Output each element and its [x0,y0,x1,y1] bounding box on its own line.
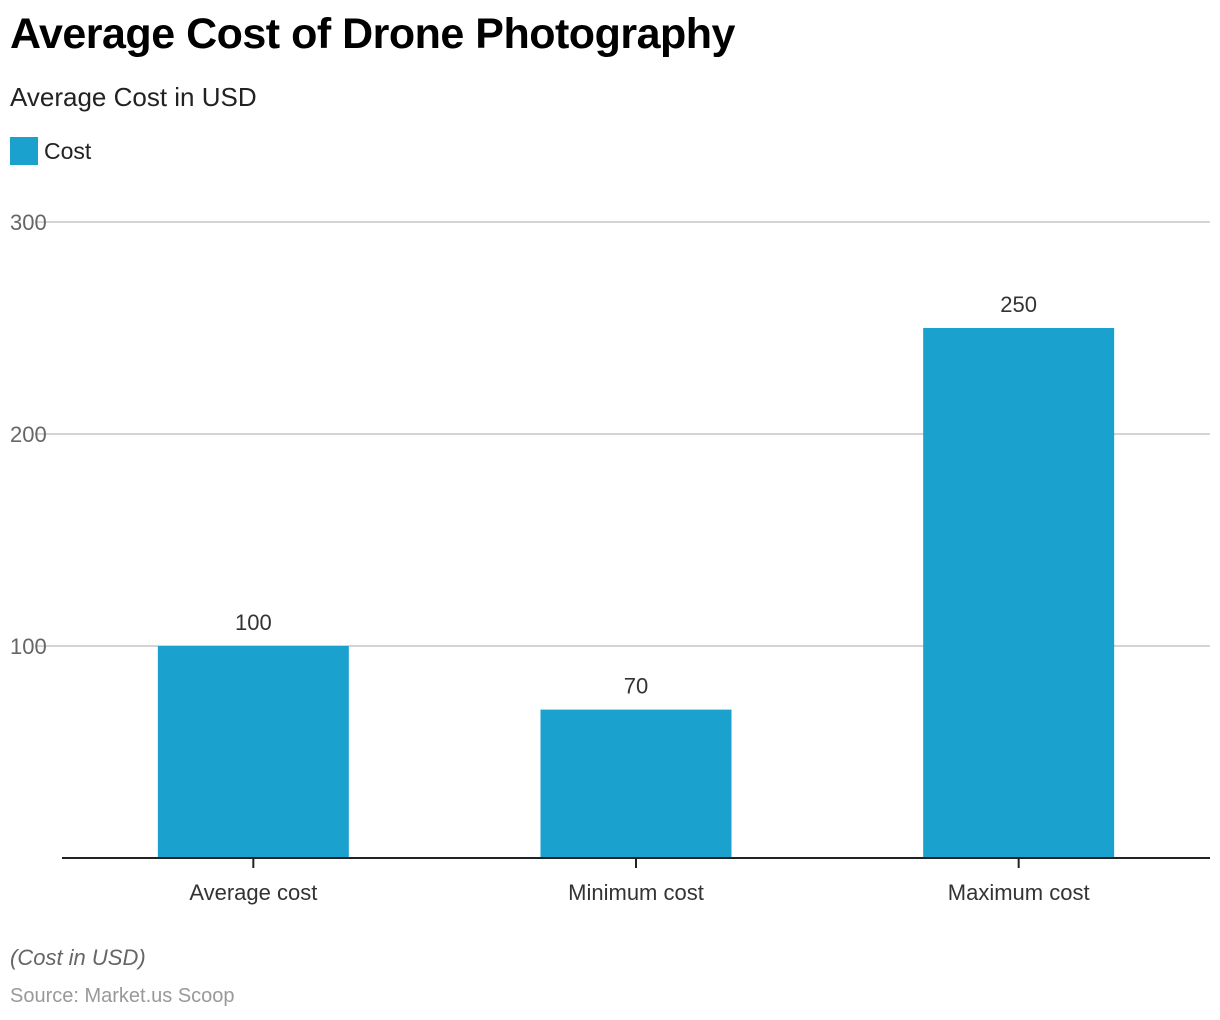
y-tick-label: 200 [10,422,47,447]
chart-subtitle: Average Cost in USD [10,82,257,112]
data-label: 100 [235,610,272,635]
legend-label: Cost [44,137,92,164]
bar [157,646,349,858]
source-credit: Source: Market.us Scoop [10,985,235,1007]
legend: Cost [10,137,91,165]
legend-swatch [10,137,38,165]
x-tick-label: Average cost [189,880,317,905]
footnote: (Cost in USD) [10,945,146,970]
data-label: 70 [624,674,648,699]
bar [540,709,732,858]
y-tick-label: 100 [10,634,47,659]
x-tick-label: Minimum cost [568,880,704,905]
x-tick-label: Maximum cost [948,880,1090,905]
data-label: 250 [1000,292,1037,317]
bar [923,328,1115,858]
chart-title: Average Cost of Drone Photography [10,10,735,58]
y-tick-label: 300 [10,210,47,235]
